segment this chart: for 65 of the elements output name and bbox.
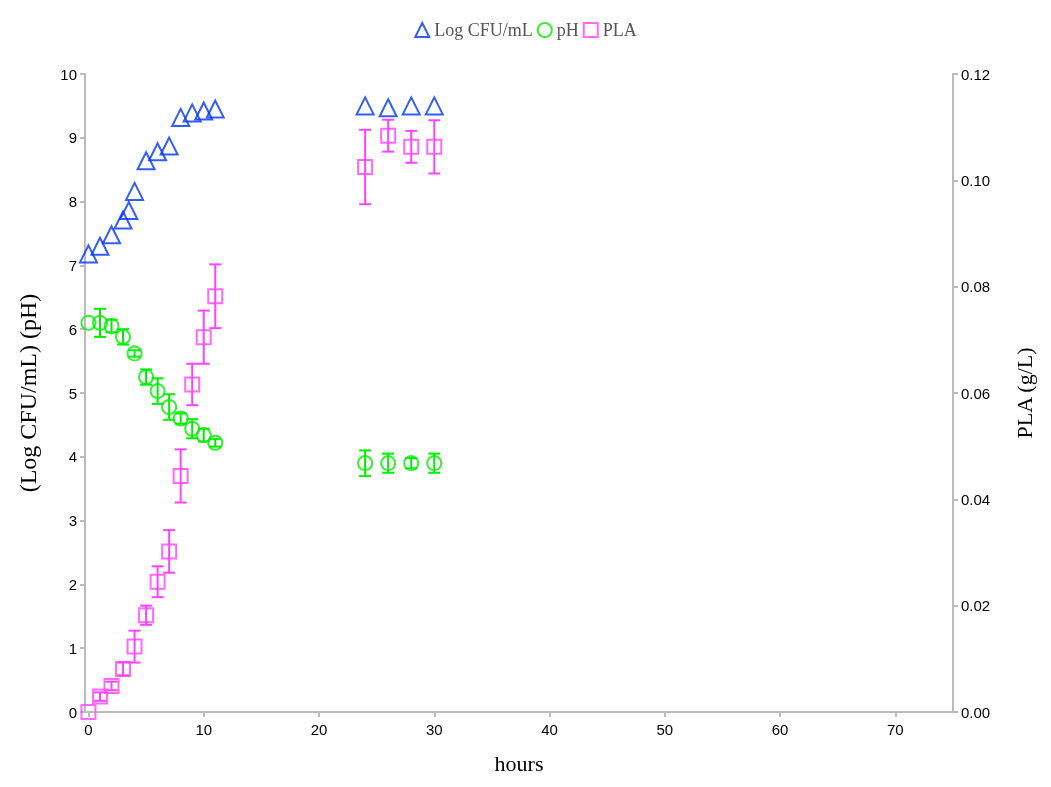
point: [403, 138, 420, 155]
y-tick-label: 7: [68, 256, 77, 274]
x-tick-label: 70: [887, 721, 904, 738]
point: [194, 101, 214, 121]
point: [159, 136, 179, 156]
legend-label: PLA: [602, 20, 637, 40]
point: [205, 99, 225, 119]
point: [125, 181, 145, 201]
point: [184, 376, 201, 393]
point: [126, 638, 143, 655]
x-tick-label: 60: [771, 721, 789, 738]
x-tick-label: 20: [310, 721, 328, 738]
point: [148, 142, 168, 162]
point: [136, 151, 156, 171]
y-tick-label: 0: [68, 703, 77, 721]
y-tick-label: 3: [68, 512, 77, 530]
point: [357, 455, 374, 472]
point: [380, 127, 397, 144]
y-tick-label: 8: [68, 193, 77, 211]
point: [90, 236, 110, 256]
point: [195, 329, 212, 346]
point: [182, 103, 202, 123]
y-tick-label: 5: [68, 384, 77, 402]
x-axis-title: hours: [494, 750, 544, 776]
legend-label: Log CFU/mL: [434, 20, 533, 40]
point: [161, 399, 178, 416]
y-tick-label: 1: [68, 639, 77, 657]
x-tick-label: 10: [195, 721, 213, 738]
x-tick-label: 30: [425, 721, 443, 738]
y-tick-label: 10: [60, 65, 77, 83]
legend-label: pH: [556, 20, 579, 40]
y2-axis-title: PLA (g/L): [1011, 347, 1037, 439]
point: [355, 96, 375, 116]
y-tick-label: 4: [68, 448, 77, 466]
point: [78, 244, 98, 264]
point: [119, 201, 139, 221]
point: [401, 96, 421, 116]
point: [149, 573, 166, 590]
y-tick-label: 2: [68, 575, 77, 593]
point: [126, 345, 143, 362]
point: [102, 225, 122, 245]
y2-tick-label: 0.04: [961, 490, 991, 508]
point: [172, 467, 189, 484]
point: [80, 314, 97, 331]
x-tick-label: 0: [84, 721, 93, 738]
point: [80, 704, 97, 720]
x-tick-label: 40: [541, 721, 558, 738]
y2-tick-label: 0.00: [961, 703, 991, 721]
y2-tick-label: 0.10: [961, 171, 991, 189]
y-tick-label: 6: [68, 320, 77, 338]
point: [426, 138, 443, 155]
point: [424, 96, 444, 116]
point: [357, 159, 374, 176]
y2-tick-label: 0.12: [961, 65, 991, 83]
point: [113, 210, 133, 230]
point: [161, 543, 178, 560]
y-tick-label: 9: [68, 129, 77, 147]
point: [378, 98, 398, 118]
y2-tick-label: 0.06: [961, 384, 991, 402]
x-tick-label: 50: [656, 721, 674, 738]
y-axis-title: (Log CFU/mL) (pH): [15, 293, 41, 493]
y2-tick-label: 0.02: [961, 597, 991, 615]
point: [207, 288, 224, 305]
y2-tick-label: 0.08: [961, 278, 991, 296]
point: [171, 107, 191, 127]
